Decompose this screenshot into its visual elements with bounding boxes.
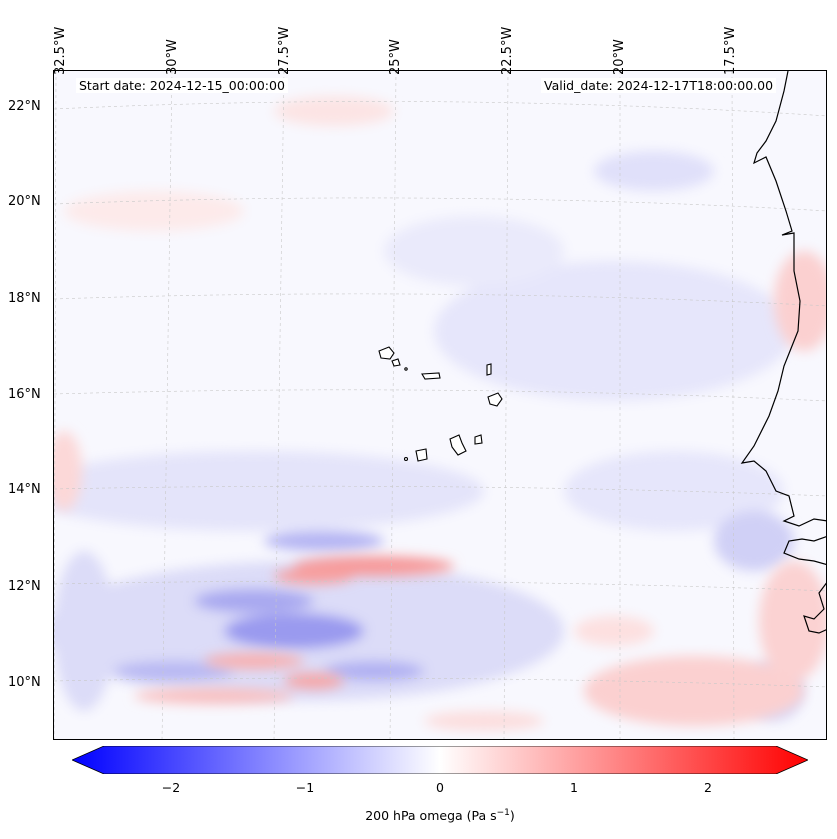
colorbar-label-text: 200 hPa omega (Pa s [365,808,497,824]
omega-red-regions [54,96,826,731]
omega-blue-regions [54,151,804,721]
omega-field-map [54,71,826,739]
colorbar-label-exponent: −1 [496,808,510,818]
colorbar-tick-label: 0 [436,780,444,795]
colorbar-label-suffix: ) [509,808,515,824]
map-frame [53,70,827,740]
lat-label: 20°N [8,194,41,209]
lat-label: 16°N [8,387,41,402]
colorbar-tick-label: 2 [704,780,712,795]
lon-label: 32.5°W [53,26,68,75]
african-coastline [740,71,826,634]
cape-verde-islands [378,346,503,462]
colorbar [72,746,808,774]
lon-label: 25°W [388,39,403,75]
lon-label: 22.5°W [500,26,515,75]
colorbar-label: 200 hPa omega (Pa s−1) [0,808,837,823]
lon-label: 27.5°W [277,26,292,75]
start-date-text: Start date: 2024-12-15_00:00:00 [76,78,288,93]
lon-label: 17.5°W [723,26,738,75]
lat-label: 18°N [8,291,41,306]
colorbar-tick-label: −1 [295,780,315,795]
lat-label: 10°N [8,675,41,690]
lon-label: 20°W [612,39,627,75]
lat-label: 12°N [8,579,41,594]
lat-label: 14°N [8,482,41,497]
valid-date-text: Valid_date: 2024-12-17T18:00:00.00 [541,78,777,93]
lat-label: 22°N [8,99,41,114]
map-gridlines [54,71,826,739]
lon-label: 30°W [165,39,180,75]
colorbar-gradient [72,746,808,774]
colorbar-tick-label: 1 [570,780,578,795]
colorbar-tick-label: −2 [161,780,181,795]
